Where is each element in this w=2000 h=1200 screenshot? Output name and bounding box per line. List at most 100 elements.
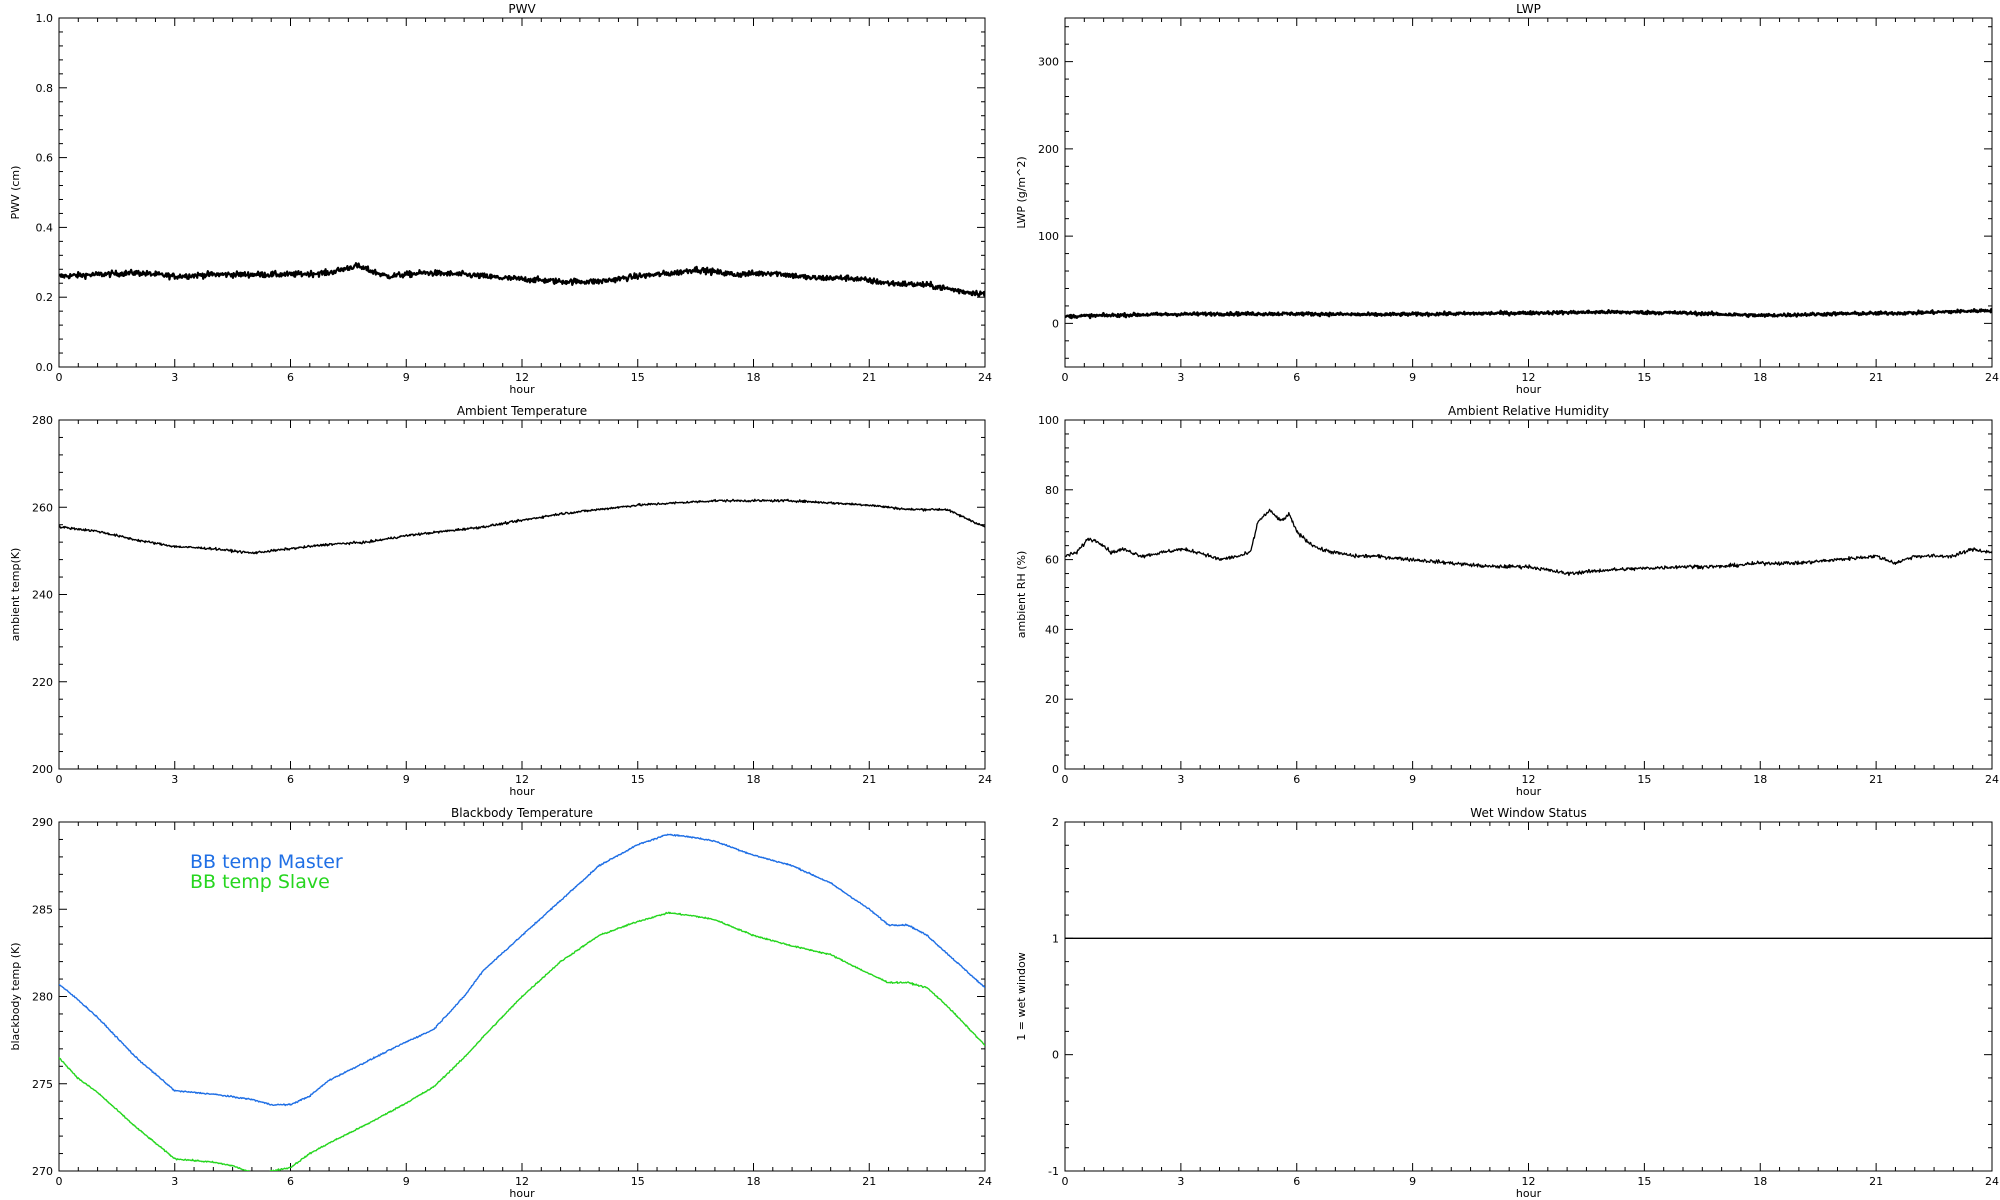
x-tick-label: 6: [1293, 773, 1300, 786]
y-tick-label: 2: [1052, 816, 1059, 829]
x-tick-label: 18: [747, 1175, 761, 1188]
x-tick-label: 21: [862, 773, 876, 786]
chart-title: Wet Window Status: [1470, 806, 1586, 820]
x-axis-label: hour: [509, 1187, 535, 1200]
x-tick-label: 24: [978, 1175, 992, 1188]
x-tick-label: 9: [1409, 1175, 1416, 1188]
y-tick-label: 220: [32, 676, 53, 689]
panel-ambient-rh: 0 3 6 9 12 15 18 21 24 hour 0 20 40 60 80 100 ambient RH…: [1015, 404, 1999, 798]
y-tick-label: 100: [1038, 414, 1059, 427]
x-tick-label: 3: [171, 1175, 178, 1188]
plot-frame: [1064, 419, 1993, 770]
x-tick-label: 18: [747, 773, 761, 786]
y-tick-label: 60: [1045, 554, 1059, 567]
chart-title: PWV: [508, 2, 536, 16]
y-axis-label: blackbody temp (K): [9, 943, 22, 1051]
y-tick-label: 0.0: [36, 361, 54, 374]
y-tick-label: -1: [1048, 1165, 1059, 1178]
x-tick-label: 24: [1985, 773, 1999, 786]
y-tick-label: 270: [32, 1165, 53, 1178]
x-tick-label: 9: [1409, 371, 1416, 384]
y-axis-label: LWP (g/m^2): [1015, 156, 1028, 228]
series-line-0: [59, 262, 985, 298]
panel-blackbody-temp: 0 3 6 9 12 15 18 21 24 hour 270 275 280 285 290 blackbo…: [9, 806, 992, 1200]
x-tick-label: 9: [403, 371, 410, 384]
x-tick-label: 9: [403, 773, 410, 786]
y-tick-label: 100: [1038, 230, 1059, 243]
x-tick-label: 0: [1062, 371, 1069, 384]
x-axis-label: hour: [1516, 383, 1542, 396]
x-tick-label: 15: [1637, 1175, 1651, 1188]
x-tick-label: 3: [1177, 773, 1184, 786]
x-tick-label: 12: [1522, 1175, 1536, 1188]
x-axis-label: hour: [1516, 1187, 1542, 1200]
x-tick-label: 9: [403, 1175, 410, 1188]
y-tick-label: 275: [32, 1078, 53, 1091]
x-tick-label: 3: [171, 773, 178, 786]
legend-entry-bb-temp-slave: BB temp Slave: [190, 871, 330, 893]
x-tick-label: 6: [287, 1175, 294, 1188]
series-line-0: [1065, 508, 1992, 577]
x-tick-label: 3: [171, 371, 178, 384]
plot-frame: [58, 17, 986, 368]
y-tick-label: 1.0: [36, 12, 54, 25]
x-tick-label: 6: [287, 371, 294, 384]
x-tick-label: 12: [1522, 371, 1536, 384]
y-tick-label: 200: [1038, 143, 1059, 156]
x-tick-label: 15: [631, 773, 645, 786]
x-tick-label: 6: [287, 773, 294, 786]
chart-title: LWP: [1516, 2, 1541, 16]
y-tick-label: 240: [32, 589, 53, 602]
x-tick-label: 24: [978, 773, 992, 786]
x-tick-label: 15: [1637, 773, 1651, 786]
x-axis-label: hour: [509, 785, 535, 798]
y-axis-label: 1 = wet window: [1015, 952, 1028, 1041]
x-axis-label: hour: [1516, 785, 1542, 798]
plot-frame: [58, 419, 986, 770]
panel-lwp: 0 3 6 9 12 15 18 21 24 hour 0 100 200 300 LWP (g/m^2) L…: [1015, 2, 1999, 396]
chart-title: Ambient Relative Humidity: [1448, 404, 1609, 418]
series-line-bb-temp-master: [59, 833, 985, 1107]
plot-frame: [1064, 821, 1993, 1172]
y-tick-label: 300: [1038, 56, 1059, 69]
x-tick-label: 15: [631, 371, 645, 384]
chart-title: Blackbody Temperature: [451, 806, 593, 820]
x-tick-label: 24: [1985, 371, 1999, 384]
y-tick-label: 0.4: [36, 221, 54, 234]
x-axis-label: hour: [509, 383, 535, 396]
y-axis-label: PWV (cm): [9, 166, 22, 220]
y-tick-label: 280: [32, 991, 53, 1004]
x-tick-label: 0: [56, 1175, 63, 1188]
x-tick-label: 0: [56, 773, 63, 786]
x-tick-label: 18: [747, 371, 761, 384]
series-line-0: [59, 498, 985, 555]
x-tick-label: 12: [515, 371, 529, 384]
y-tick-label: 260: [32, 501, 53, 514]
x-tick-label: 21: [1869, 371, 1883, 384]
panel-ambient-temp: 0 3 6 9 12 15 18 21 24 hour 200 220 240 260 280 ambient…: [9, 404, 992, 798]
x-tick-label: 9: [1409, 773, 1416, 786]
x-tick-label: 21: [1869, 773, 1883, 786]
y-tick-label: 0.6: [36, 152, 54, 165]
x-tick-label: 18: [1753, 1175, 1767, 1188]
y-tick-label: 0.2: [36, 291, 54, 304]
x-tick-label: 6: [1293, 371, 1300, 384]
x-tick-label: 3: [1177, 1175, 1184, 1188]
y-tick-label: 20: [1045, 693, 1059, 706]
x-tick-label: 21: [1869, 1175, 1883, 1188]
y-tick-label: 200: [32, 763, 53, 776]
series-line-bb-temp-slave: [59, 911, 985, 1171]
x-tick-label: 15: [631, 1175, 645, 1188]
x-tick-label: 0: [56, 371, 63, 384]
y-tick-label: 40: [1045, 623, 1059, 636]
y-axis-label: ambient RH (%): [1015, 551, 1028, 639]
x-tick-label: 0: [1062, 1175, 1069, 1188]
y-tick-label: 0: [1052, 763, 1059, 776]
series-line-0: [1065, 307, 1992, 320]
y-tick-label: 1: [1052, 932, 1059, 945]
y-axis-label: ambient temp(K): [9, 548, 22, 642]
x-tick-label: 12: [1522, 773, 1536, 786]
y-tick-label: 0: [1052, 317, 1059, 330]
